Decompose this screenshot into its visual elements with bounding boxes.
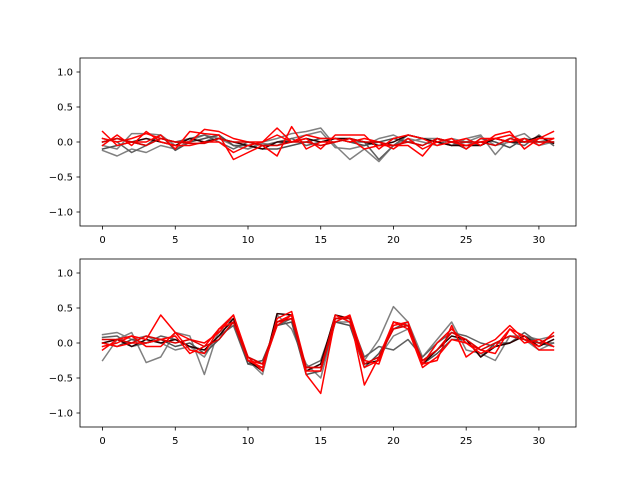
- y-tick-label: 0.5: [57, 304, 73, 315]
- series-lines: [101, 305, 555, 395]
- y-tick-label: −0.5: [49, 374, 73, 385]
- series-line-0: [101, 127, 555, 163]
- x-tick-label: 30: [533, 235, 546, 246]
- series-lines: [101, 125, 555, 163]
- x-tick-label: 0: [99, 436, 105, 447]
- x-tick-label: 25: [460, 436, 473, 447]
- y-tick-label: −0.5: [49, 173, 73, 184]
- x-tick-label: 0: [99, 235, 105, 246]
- x-tick-label: 5: [172, 436, 178, 447]
- y-tick-label: 0.5: [57, 103, 73, 114]
- x-tick-label: 15: [314, 235, 327, 246]
- series-line-4: [101, 312, 555, 372]
- x-tick-label: 30: [533, 436, 546, 447]
- x-tick-label: 20: [387, 436, 400, 447]
- bottom-subplot: 0 5 10 15 20 25 30 −1.0 −0.5 0.0 0.5 1.0: [49, 258, 577, 447]
- y-tick-label: 0.0: [57, 138, 73, 149]
- series-line-8: [101, 137, 555, 147]
- x-tick-label: 20: [387, 235, 400, 246]
- y-tick-label: 1.0: [57, 269, 73, 280]
- y-tick-label: −1.0: [49, 409, 73, 420]
- top-subplot: 0 5 10 15 20 25 30 −1.0 −0.5 0.0 0.5 1.0: [49, 57, 577, 246]
- x-tick-label: 10: [242, 436, 255, 447]
- y-tick-label: 1.0: [57, 68, 73, 79]
- series-line-8: [101, 317, 555, 369]
- x-tick-label: 5: [172, 235, 178, 246]
- x-tick-label: 25: [460, 235, 473, 246]
- x-tick-label: 10: [242, 235, 255, 246]
- series-line-7: [101, 127, 555, 154]
- y-tick-label: 0.0: [57, 339, 73, 350]
- y-tick-label: −1.0: [49, 208, 73, 219]
- x-tick-label: 15: [314, 436, 327, 447]
- series-line-4: [101, 134, 555, 150]
